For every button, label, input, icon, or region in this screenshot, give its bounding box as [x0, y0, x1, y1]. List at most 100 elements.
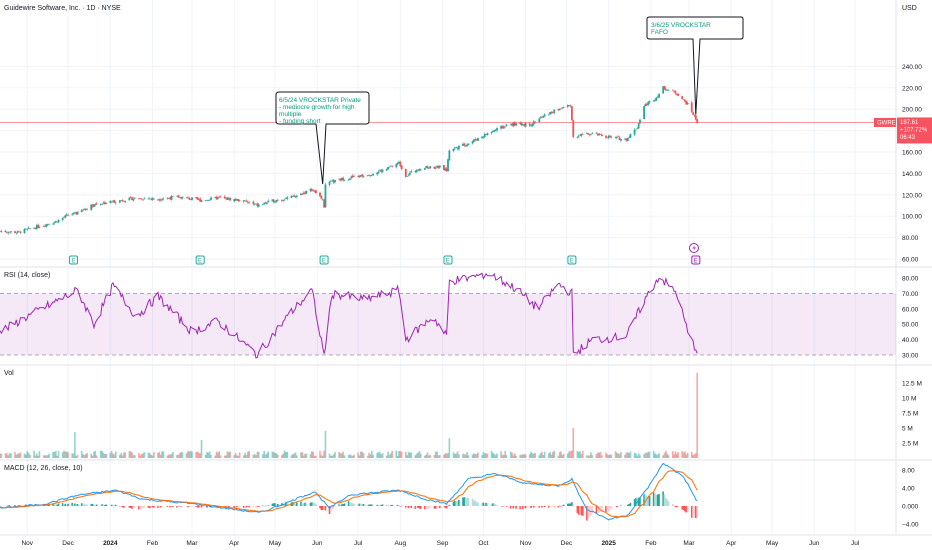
volume-bar — [513, 453, 516, 458]
volume-bar — [376, 453, 378, 458]
macd-histogram-bar — [368, 504, 370, 506]
volume-bar — [445, 453, 448, 458]
earnings-letter: E — [570, 259, 574, 265]
volume-bar — [301, 451, 304, 458]
annotation-callout-1[interactable]: 6/5/24 VROCKSTAR Private - mediocre grow… — [275, 91, 370, 185]
volume-bar — [38, 451, 41, 458]
macd-histogram-bar — [353, 503, 355, 506]
rsi-tick-label: 40.00 — [902, 337, 919, 344]
candle-body — [57, 219, 60, 223]
last-price-label: GWRE 187.61 +107.72% 06:43 — [874, 117, 932, 144]
macd-histogram-bar — [665, 498, 667, 506]
volume-bar — [248, 450, 250, 458]
volume-bar — [342, 451, 344, 458]
volume-bar — [309, 454, 312, 458]
volume-bar — [311, 451, 313, 458]
candle-body — [353, 175, 355, 177]
volume-bar — [686, 453, 689, 458]
macd-histogram-bar — [71, 502, 73, 506]
macd-histogram-bar — [513, 506, 516, 508]
macd-histogram-bar — [338, 504, 340, 506]
candle-body — [547, 114, 550, 116]
volume-bar — [207, 452, 210, 458]
dividend-flash-icon[interactable] — [689, 243, 699, 253]
candle-body — [24, 228, 27, 230]
macd-histogram-bar — [0, 506, 1, 507]
candle-body — [253, 203, 256, 205]
volume-axis[interactable]: 12.5 M 10 M 7.5 M 5 M 2.5 M — [902, 381, 922, 448]
candle-body — [265, 202, 268, 204]
annotation-callout-2[interactable]: 3/6/25 VROCKSTAR FAFO — [646, 16, 744, 115]
macd-histogram-bar — [101, 504, 103, 506]
volume-bar — [644, 453, 647, 458]
macd-histogram-bar — [561, 505, 564, 506]
macd-histogram-bar — [328, 506, 331, 515]
macd-histogram-bar — [503, 506, 505, 507]
macd-histogram-bar — [157, 506, 159, 508]
macd-axis[interactable]: 8.00 4.00 0.000 −4.00 — [902, 468, 919, 529]
volume-bar — [283, 450, 286, 458]
volume-bar — [372, 454, 374, 458]
volume-bar — [418, 450, 421, 458]
volume-bar — [247, 451, 249, 458]
macd-histogram-bar — [655, 494, 658, 506]
price-axis[interactable]: 240.00220.00200.00180.00160.00140.00120.… — [902, 64, 922, 264]
earnings-marker[interactable]: E — [567, 255, 577, 265]
macd-histogram-bar — [549, 506, 551, 507]
macd-histogram-bar — [542, 506, 545, 507]
macd-histogram-bar — [360, 503, 362, 506]
candle-body — [483, 133, 486, 138]
candle-body — [46, 224, 49, 225]
candle-body — [366, 175, 369, 176]
volume-bar — [415, 453, 418, 458]
volume-bar — [406, 455, 408, 458]
earnings-marker[interactable]: E — [319, 255, 329, 265]
bar-countdown: 06:43 — [900, 135, 916, 141]
candle-body — [176, 195, 178, 197]
candle-body — [53, 222, 56, 224]
volume-bar — [300, 452, 302, 458]
volume-bar — [233, 455, 236, 458]
earnings-marker[interactable]: E — [195, 255, 205, 265]
rsi-tick-label: 70.00 — [902, 291, 919, 298]
volume-bar — [667, 455, 670, 458]
macd-histogram-bar — [490, 503, 493, 506]
volume-bar — [217, 452, 219, 458]
earnings-marker[interactable]: E — [443, 255, 453, 265]
rsi-axis[interactable]: 80.00 70.00 60.00 50.00 40.00 30.00 — [902, 276, 919, 360]
macd-histogram-bar — [64, 503, 67, 506]
earnings-icon — [691, 255, 701, 265]
volume-bar — [522, 454, 524, 458]
earnings-icon — [69, 255, 79, 265]
volume-bar — [166, 455, 169, 458]
earnings-marker[interactable]: E — [691, 255, 701, 265]
macd-histogram-bar — [180, 506, 182, 507]
volume-bar — [690, 451, 693, 458]
macd-histogram-bar — [357, 504, 359, 506]
macd-histogram-bar — [204, 506, 207, 507]
earnings-marker[interactable]: E — [69, 255, 79, 265]
candle-body — [196, 197, 199, 200]
candle-body — [329, 181, 332, 182]
volume-bar — [286, 451, 289, 458]
volume-bar — [123, 452, 125, 458]
annotation-box — [275, 91, 370, 185]
earnings-letter: E — [322, 259, 326, 265]
macd-histogram-bar — [677, 506, 679, 508]
macd-histogram-bar — [159, 506, 162, 508]
macd-histogram-bar — [543, 506, 546, 508]
time-axis[interactable]: Nov Dec 2024 Feb Mar Apr May Jun Jul Aug Sep Oct Nov… — [21, 540, 859, 547]
candle-body — [472, 139, 475, 142]
macd-histogram-bar — [266, 505, 268, 507]
candle-body — [452, 148, 455, 151]
time-tick-label: Apr — [229, 540, 240, 547]
candle-body — [215, 196, 218, 200]
candle-body — [493, 130, 496, 132]
candle-body — [162, 198, 165, 200]
volume-bar — [562, 453, 565, 458]
volume-bar — [109, 452, 112, 458]
macd-histogram-bar — [511, 506, 513, 508]
candle-body — [645, 103, 648, 106]
